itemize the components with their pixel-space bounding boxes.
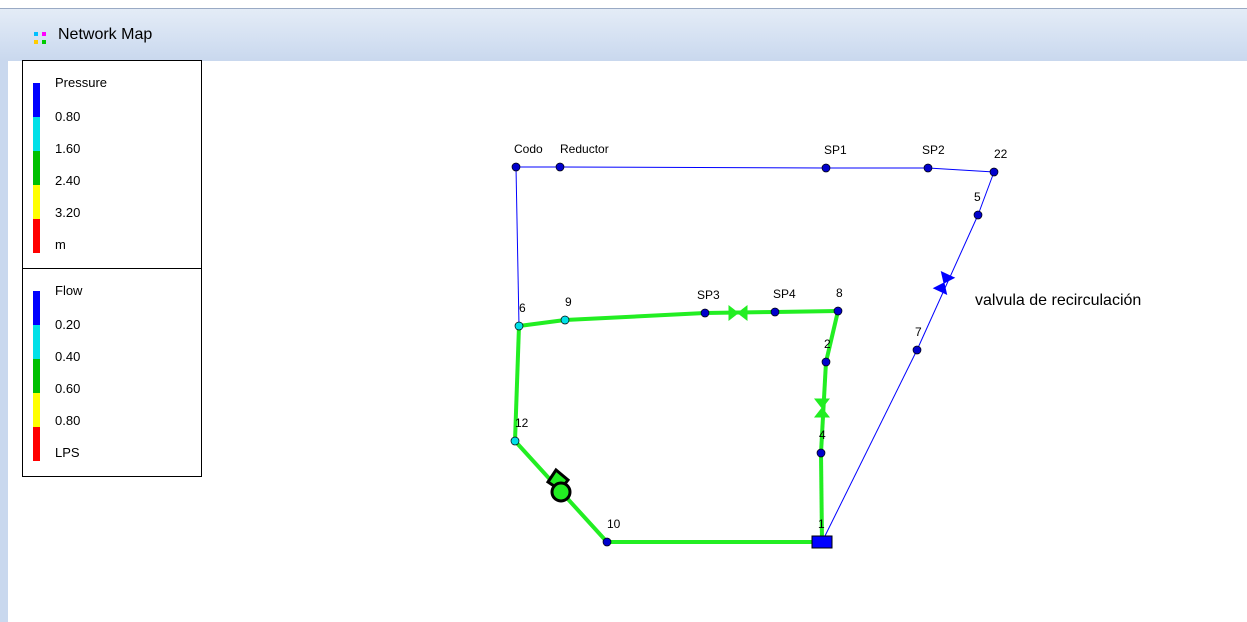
node-label: SP1: [824, 143, 847, 157]
node-label: 7: [915, 325, 922, 339]
color-swatch: [33, 325, 40, 359]
pipe: [564, 311, 706, 322]
color-swatch: [33, 393, 40, 427]
color-swatch: [33, 427, 40, 461]
valve: [728, 304, 748, 322]
legend-text: 0.40: [55, 349, 81, 364]
node-label: 12: [515, 416, 529, 430]
valve: [813, 398, 831, 418]
pipe: [824, 310, 840, 363]
node-label: SP3: [697, 288, 720, 302]
node-label: 9: [565, 295, 572, 309]
pipe: [819, 361, 828, 454]
node-label: SP2: [922, 143, 945, 157]
pipe: [927, 167, 995, 173]
legend-text: 0.20: [55, 317, 81, 332]
annotation: valvula de recirculación: [975, 292, 1141, 309]
legend-text: 1.60: [55, 141, 81, 156]
junction: [700, 308, 710, 318]
color-swatch: [33, 359, 40, 393]
node-label: Codo: [514, 142, 543, 156]
pipe: [559, 166, 827, 169]
color-ramp: [33, 291, 40, 461]
legend-text: 3.20: [55, 205, 81, 220]
legend-text: 0.80: [55, 413, 81, 428]
pipe: [513, 325, 521, 442]
node-label: 1: [818, 517, 825, 531]
pipe: [916, 214, 979, 351]
color-swatch: [33, 151, 40, 185]
pipe: [821, 349, 918, 543]
window-title: Network Map: [58, 26, 153, 43]
valve: [932, 270, 956, 296]
junction: [912, 345, 922, 355]
color-swatch: [33, 219, 40, 253]
node-label: Reductor: [560, 142, 609, 156]
node-label: 6: [519, 301, 526, 315]
junction: [923, 163, 933, 173]
title-bar: [0, 8, 1247, 61]
legend-text: Pressure: [55, 75, 108, 90]
node-label: SP4: [773, 287, 796, 301]
pump: [550, 481, 572, 503]
legend-text: 2.40: [55, 173, 81, 188]
color-swatch: [33, 117, 40, 151]
color-swatch: [33, 185, 40, 219]
legend[interactable]: Pressure 0.80 1.60 2.40 3.20 m: [22, 60, 202, 269]
junction: [821, 163, 831, 173]
node-label: 4: [819, 428, 826, 442]
legend[interactable]: Flow 0.20 0.40 0.60 0.80 LPS: [22, 268, 202, 477]
junction: [510, 436, 520, 446]
junction: [821, 357, 831, 367]
junction: [511, 162, 521, 172]
frame-edge: [0, 60, 8, 622]
color-swatch: [33, 291, 40, 325]
junction: [816, 448, 826, 458]
node-label: 10: [607, 517, 621, 531]
legend-text: Flow: [55, 283, 83, 298]
legend-text: m: [55, 237, 66, 252]
color-swatch: [33, 83, 40, 117]
window-icon: [34, 32, 46, 44]
junction: [514, 321, 524, 331]
pipe: [774, 309, 839, 314]
node-label: 8: [836, 286, 843, 300]
color-ramp: [33, 83, 40, 253]
junction: [770, 307, 780, 317]
node-label: 2: [824, 337, 831, 351]
junction: [833, 306, 843, 316]
node-label: 22: [994, 147, 1008, 161]
junction: [973, 210, 983, 220]
node-label: 5: [974, 190, 981, 204]
tank: [811, 535, 833, 549]
legend-text: 0.80: [55, 109, 81, 124]
junction: [602, 537, 612, 547]
legend-text: 0.60: [55, 381, 81, 396]
junction: [989, 167, 999, 177]
pipe: [515, 166, 520, 327]
junction: [555, 162, 565, 172]
legend-text: LPS: [55, 445, 80, 460]
pipe: [518, 318, 566, 328]
junction: [560, 315, 570, 325]
pipe: [819, 452, 824, 543]
pipe: [977, 171, 995, 216]
